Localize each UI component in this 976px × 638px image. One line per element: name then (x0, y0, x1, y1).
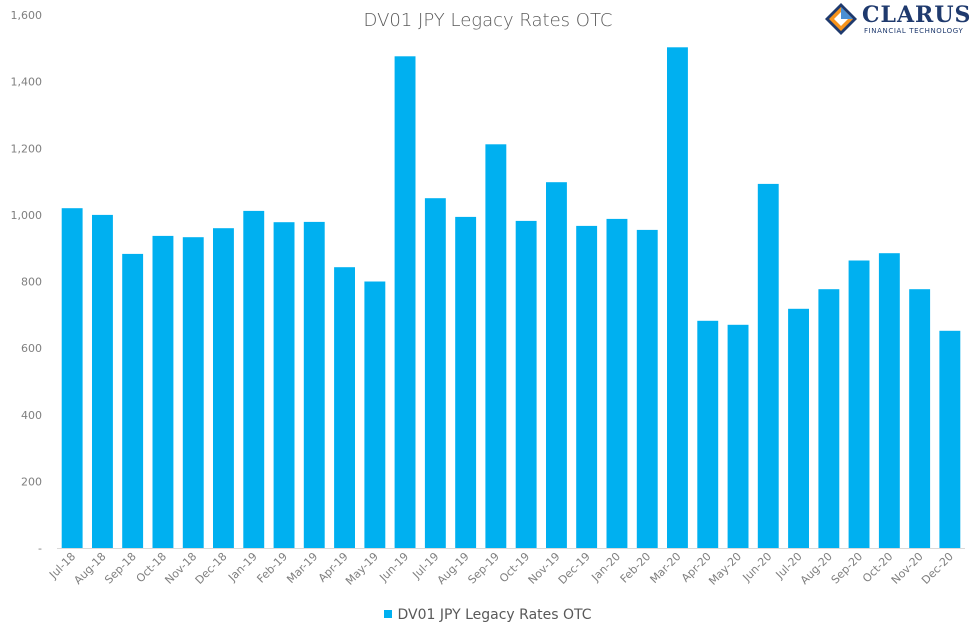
x-tick-label: Sep-20 (829, 550, 866, 587)
x-tick-label: Jan-19 (225, 550, 260, 585)
x-tick-label: Sep-19 (465, 550, 502, 587)
y-tick-label: 1,600 (11, 9, 43, 22)
y-tick-label: 600 (21, 342, 42, 355)
x-tick-label: Dec-18 (193, 550, 230, 587)
bar (788, 308, 809, 548)
x-tick-label: Dec-19 (556, 550, 593, 587)
diamond-logo-icon (825, 3, 857, 35)
y-tick-label: 400 (21, 409, 42, 422)
bar (848, 260, 870, 548)
bar (455, 216, 477, 548)
bar (667, 47, 688, 549)
logo-name: CLARUS (862, 2, 972, 28)
x-tick-label: May-20 (706, 550, 744, 588)
legend-swatch (384, 610, 393, 618)
chart-legend: DV01 JPY Legacy Rates OTC (0, 607, 976, 623)
y-tick-label: 800 (21, 276, 42, 289)
bar (61, 208, 83, 548)
y-tick-label: 1,200 (11, 142, 43, 155)
x-axis: Jul-18Aug-18Sep-18Oct-18Nov-18Dec-18Jan-… (46, 550, 956, 588)
x-tick-label: Feb-20 (618, 550, 654, 586)
x-tick-label: Mar-20 (648, 550, 684, 586)
y-tick-label: - (38, 542, 42, 555)
y-tick-label: 200 (21, 475, 42, 488)
legend-label: DV01 JPY Legacy Rates OTC (397, 607, 592, 623)
bar (697, 320, 719, 548)
bar (273, 222, 295, 548)
bar (909, 289, 931, 548)
chart-title: DV01 JPY Legacy Rates OTC (363, 10, 613, 31)
bar (546, 182, 567, 548)
bar (606, 218, 628, 548)
bar (92, 214, 113, 548)
bar (334, 267, 355, 548)
x-tick-label: Feb-19 (254, 550, 290, 586)
bar (485, 144, 507, 549)
x-tick-label: Sep-18 (102, 550, 139, 587)
bar (878, 253, 900, 548)
bar (424, 198, 446, 548)
bar-series (61, 47, 961, 549)
company-logo: CLARUS FINANCIAL TECHNOLOGY (824, 2, 972, 38)
bar (515, 220, 537, 548)
x-tick-label: Nov-20 (889, 550, 926, 587)
x-tick-label: May-19 (343, 550, 381, 588)
x-tick-label: Aug-19 (435, 550, 472, 587)
x-tick-label: Aug-20 (798, 550, 835, 587)
bar (243, 210, 265, 548)
bar (727, 324, 749, 548)
bar (122, 253, 144, 548)
x-tick-label: Nov-19 (526, 550, 563, 587)
bar (636, 229, 658, 548)
x-tick-label: Jun-20 (740, 550, 775, 585)
y-axis: - 200 400 600 800 1,000 1,200 1,400 1,600 (11, 9, 43, 555)
x-tick-label: Mar-19 (284, 550, 320, 586)
bar (182, 237, 204, 548)
bar (364, 281, 386, 548)
logo-tagline: FINANCIAL TECHNOLOGY (864, 27, 964, 35)
bar (576, 225, 598, 548)
y-tick-label: 1,000 (11, 209, 43, 222)
x-tick-label: Jun-19 (376, 550, 411, 585)
bar (213, 228, 234, 548)
bar (303, 221, 325, 548)
bar (939, 330, 961, 548)
y-tick-label: 1,400 (11, 76, 43, 89)
bar (394, 56, 416, 549)
x-tick-label: Jan-20 (588, 550, 623, 585)
x-tick-label: Aug-18 (71, 550, 108, 587)
x-tick-label: Nov-18 (162, 550, 199, 587)
bar (757, 183, 779, 548)
bar (152, 235, 174, 548)
x-tick-label: Dec-20 (919, 550, 956, 587)
bar (818, 289, 840, 548)
